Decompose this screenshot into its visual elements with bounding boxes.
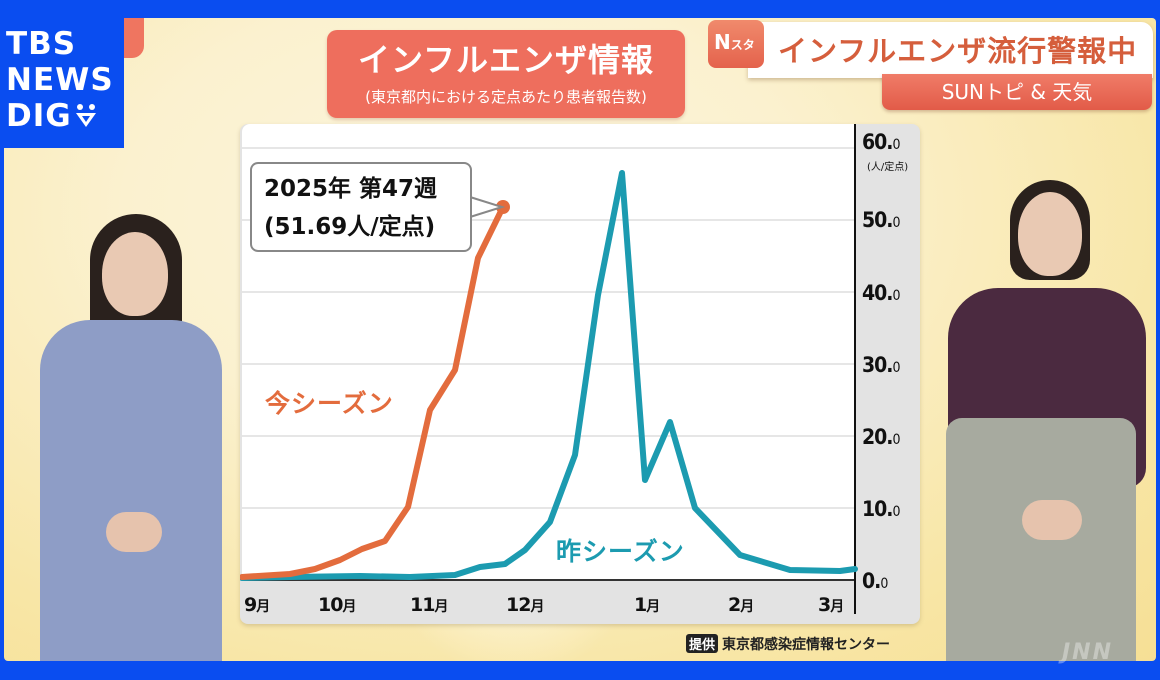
y-tick-20: 20.0 (862, 425, 900, 449)
chart-title: インフルエンザ情報 (357, 41, 655, 79)
y-tick-60: 60.0 (862, 130, 900, 154)
jnn-watermark: JNN (1062, 640, 1114, 665)
x-tick-feb: 2月 (728, 594, 754, 616)
line-chart (240, 124, 858, 614)
program-logo: Nスタ (708, 20, 764, 68)
callout-pointer (469, 196, 506, 218)
chart-title-panel: インフルエンザ情報 (東京都内における定点あたり患者報告数) (327, 30, 685, 118)
callout-week: 2025年 第47週 (264, 176, 438, 202)
headline-banner: インフルエンザ流行警報中 (748, 22, 1153, 78)
this-season-line (240, 204, 506, 580)
logo-line-3: DIG (6, 98, 124, 134)
y-tick-30: 30.0 (862, 353, 900, 377)
source-text: 東京都感染症情報センター (722, 637, 891, 653)
logo-line-1: TBS (6, 26, 77, 62)
x-tick-jan: 1月 (634, 594, 660, 616)
last-season-label: 昨シーズン (556, 537, 685, 566)
source-badge: 提供 (686, 634, 719, 653)
x-tick-mar: 3月 (818, 594, 844, 616)
y-tick-10: 10.0 (862, 497, 900, 521)
download-arrow-icon (75, 104, 96, 127)
x-tick-oct: 10月 (318, 594, 356, 616)
presenter-right (942, 180, 1152, 661)
chart-subtitle: (東京都内における定点あたり患者報告数) (365, 88, 647, 106)
logo-line-2: NEWS (6, 62, 114, 98)
callout-value: (51.69人/定点) (264, 214, 436, 240)
presenter-left (38, 212, 228, 661)
this-season-label: 今シーズン (265, 389, 394, 418)
segment-banner: SUNトピ & 天気 (882, 74, 1152, 110)
program-logo-letter: N (714, 30, 731, 54)
y-tick-50: 50.0 (862, 208, 900, 232)
y-axis-unit: (人/定点) (867, 162, 909, 173)
headline-text: インフルエンザ流行警報中 (778, 34, 1138, 68)
program-logo-small: スタ (730, 38, 755, 52)
corner-accent (124, 18, 144, 58)
logo-dig-text: DIG (6, 98, 72, 134)
data-source: 提供 東京都感染症情報センター (686, 634, 890, 654)
chart-panel: 60.0 (人/定点) 50.0 40.0 30.0 20.0 10.0 0.0… (240, 124, 920, 624)
x-tick-dec: 12月 (506, 594, 544, 616)
y-tick-0: 0.0 (862, 569, 888, 593)
last-season-line (240, 170, 858, 581)
latest-value-callout: 2025年 第47週 (51.69人/定点) (250, 162, 472, 252)
x-tick-sep: 9月 (244, 594, 270, 616)
y-tick-40: 40.0 (862, 281, 900, 305)
x-tick-nov: 11月 (410, 594, 448, 616)
tbs-news-dig-logo: TBS NEWS DIG (0, 18, 124, 148)
